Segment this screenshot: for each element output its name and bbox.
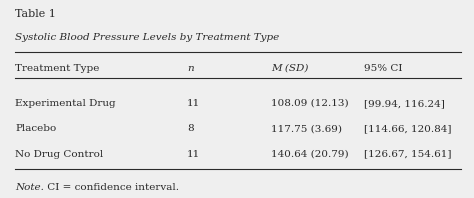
Text: [99.94, 116.24]: [99.94, 116.24] bbox=[364, 99, 445, 108]
Text: 108.09 (12.13): 108.09 (12.13) bbox=[271, 99, 348, 108]
Text: 117.75 (3.69): 117.75 (3.69) bbox=[271, 124, 342, 133]
Text: Table 1: Table 1 bbox=[15, 9, 56, 19]
Text: Treatment Type: Treatment Type bbox=[15, 64, 100, 73]
Text: Placebo: Placebo bbox=[15, 124, 56, 133]
Text: 11: 11 bbox=[187, 99, 201, 108]
Text: M (SD): M (SD) bbox=[271, 64, 308, 73]
Text: Systolic Blood Pressure Levels by Treatment Type: Systolic Blood Pressure Levels by Treatm… bbox=[15, 33, 280, 42]
Text: Experimental Drug: Experimental Drug bbox=[15, 99, 116, 108]
Text: 140.64 (20.79): 140.64 (20.79) bbox=[271, 150, 348, 159]
Text: [126.67, 154.61]: [126.67, 154.61] bbox=[364, 150, 451, 159]
Text: No Drug Control: No Drug Control bbox=[15, 150, 104, 159]
Text: n: n bbox=[187, 64, 194, 73]
Text: [114.66, 120.84]: [114.66, 120.84] bbox=[364, 124, 451, 133]
Text: CI = confidence interval.: CI = confidence interval. bbox=[44, 183, 179, 192]
Text: 8: 8 bbox=[187, 124, 194, 133]
Text: Note.: Note. bbox=[15, 183, 44, 192]
Text: 95% CI: 95% CI bbox=[364, 64, 402, 73]
Text: 11: 11 bbox=[187, 150, 201, 159]
